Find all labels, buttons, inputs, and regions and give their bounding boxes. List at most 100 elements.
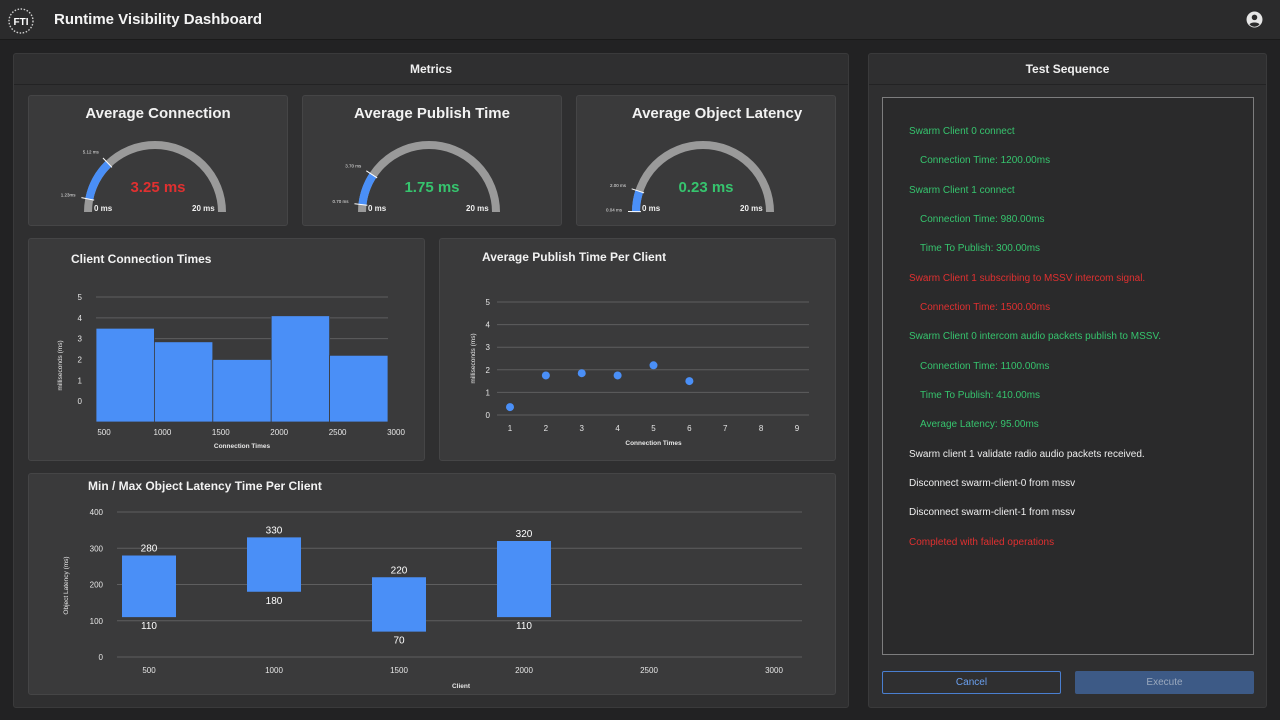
gauge-min-label: 0 ms bbox=[94, 204, 113, 213]
gauge-band-end-tick bbox=[631, 188, 645, 194]
log-line: Swarm Client 0 connect bbox=[909, 126, 1015, 137]
y-tick-label: 4 bbox=[78, 314, 83, 323]
top-bar: FTI Runtime Visibility Dashboard bbox=[0, 0, 1280, 40]
min-max-latency-card: Min / Max Object Latency Time Per Client… bbox=[28, 473, 836, 695]
gauge-title: Average Publish Time bbox=[354, 105, 510, 122]
gauge-title: Average Connection bbox=[85, 105, 231, 122]
y-tick-label: 3 bbox=[486, 343, 491, 352]
x-tick-label: 500 bbox=[142, 666, 156, 675]
y-tick-label: 2 bbox=[486, 366, 491, 375]
gauge-value: 3.25 ms bbox=[130, 179, 186, 196]
average-publish-time-chart: 0 1 2 3 4 5 1 2 3 4 5 6 7 8 9 Connection Times milliseco… bbox=[470, 298, 809, 447]
gauge-title: Average Object Latency bbox=[631, 105, 803, 122]
x-tick-label: 8 bbox=[759, 424, 764, 433]
gauge-card-average-object-latency: Average Object Latency 0.04 ms 2.00 ms 0.… bbox=[576, 95, 836, 226]
y-tick-label: 0 bbox=[486, 411, 491, 420]
latency-range-bar bbox=[372, 577, 426, 632]
x-axis-label: Client bbox=[452, 683, 471, 690]
x-tick-label: 2500 bbox=[640, 666, 658, 675]
cancel-button[interactable]: Cancel bbox=[882, 671, 1061, 694]
y-tick-label: 4 bbox=[486, 321, 491, 330]
log-line: Time To Publish: 300.00ms bbox=[920, 243, 1041, 254]
histogram-bar bbox=[95, 327, 155, 423]
chart-title: Average Publish Time Per Client bbox=[482, 250, 667, 264]
x-tick-label: 9 bbox=[795, 424, 800, 433]
y-tick-label: 300 bbox=[90, 544, 104, 553]
x-tick-label: 2000 bbox=[515, 666, 533, 675]
log-line: Swarm Client 1 subscribing to MSSV inter… bbox=[909, 273, 1146, 284]
max-value-label: 330 bbox=[266, 525, 283, 536]
log-line: Connection Time: 1200.00ms bbox=[920, 155, 1051, 166]
scatter-point bbox=[541, 371, 550, 380]
gauge-card-average-connection: Average Connection 1.23ms 5.12 ms 3.25 ms… bbox=[28, 95, 288, 226]
log-line: Swarm Client 1 connect bbox=[909, 185, 1015, 196]
max-value-label: 280 bbox=[141, 544, 158, 555]
latency-range-bar bbox=[247, 537, 301, 592]
log-line: Disconnect swarm-client-1 from mssv bbox=[909, 507, 1076, 518]
x-tick-label: 7 bbox=[723, 424, 728, 433]
gauge-band-end-label: 3.70 ms bbox=[345, 164, 362, 169]
y-tick-label: 5 bbox=[486, 298, 491, 307]
log-line: Average Latency: 95.00ms bbox=[920, 419, 1039, 430]
gauge-band-start-tick bbox=[81, 197, 95, 201]
gauge-min-label: 0 ms bbox=[642, 204, 661, 213]
x-tick-label: 1000 bbox=[265, 666, 283, 675]
gauge-max-label: 20 ms bbox=[740, 204, 763, 213]
min-max-latency-chart: 0 100 200 300 400 280 110 330 180 220 70 320 110 500 1… bbox=[63, 508, 802, 690]
y-axis-label: Object Latency (ms) bbox=[63, 556, 70, 614]
histogram-bar bbox=[212, 359, 272, 423]
gauge-band-start-label: 1.23ms bbox=[61, 192, 77, 197]
x-tick-label: 6 bbox=[687, 424, 692, 433]
gauge-band-end-label: 2.00 ms bbox=[610, 183, 627, 188]
min-value-label: 110 bbox=[516, 621, 532, 632]
account-icon[interactable] bbox=[1246, 11, 1263, 28]
y-tick-label: 1 bbox=[486, 388, 491, 397]
histogram-bar bbox=[329, 354, 389, 423]
x-tick-label: 3 bbox=[580, 424, 585, 433]
gauge-max-label: 20 ms bbox=[192, 204, 215, 213]
x-tick-label: 500 bbox=[97, 428, 111, 437]
metrics-panel: Metrics Average Connection 1.23ms 5.12 ms… bbox=[13, 53, 849, 708]
gauge-dial: 0.70 ms 3.70 ms bbox=[332, 141, 500, 213]
y-axis-label: milliseconds (ms) bbox=[470, 333, 477, 383]
histogram-bar bbox=[154, 341, 214, 423]
test-sequence-log: Swarm Client 0 connect Connection Time: … bbox=[882, 97, 1254, 655]
log-line: Completed with failed operations bbox=[909, 537, 1055, 548]
gauge-band-start-tick bbox=[354, 203, 368, 206]
metrics-title: Metrics bbox=[14, 54, 848, 85]
histogram-bar bbox=[270, 315, 330, 423]
x-tick-label: 3000 bbox=[765, 666, 783, 675]
gauge-track bbox=[632, 141, 774, 213]
y-tick-label: 1 bbox=[78, 376, 83, 385]
x-tick-label: 1 bbox=[508, 424, 513, 433]
chart-title: Min / Max Object Latency Time Per Client bbox=[88, 479, 322, 493]
scatter-point bbox=[506, 403, 514, 412]
chart-title: Client Connection Times bbox=[71, 252, 212, 266]
y-tick-label: 5 bbox=[78, 293, 83, 302]
y-tick-label: 200 bbox=[90, 581, 104, 590]
scatter-point bbox=[577, 369, 586, 378]
execute-button[interactable]: Execute bbox=[1075, 671, 1254, 694]
average-publish-time-card: Average Publish Time Per Client 0 1 2 3 4 5 1 2… bbox=[439, 238, 836, 461]
x-tick-label: 2500 bbox=[329, 428, 347, 437]
app-title: Runtime Visibility Dashboard bbox=[54, 11, 263, 28]
client-connection-times-chart: 0 1 2 3 4 5 500 1000 1500 2000 2500 3000 Connection … bbox=[57, 293, 405, 450]
test-sequence-title: Test Sequence bbox=[869, 54, 1266, 85]
log-line: Connection Time: 980.00ms bbox=[920, 214, 1045, 225]
scatter-point bbox=[613, 371, 622, 380]
test-sequence-panel: Test Sequence Swarm Client 0 connect Con… bbox=[868, 53, 1267, 708]
log-line: Connection Time: 1500.00ms bbox=[920, 302, 1051, 313]
client-connection-times-card: Client Connection Times 0 1 2 3 4 5 500 1000 150… bbox=[28, 238, 425, 461]
gauge-dial: 0.04 ms 2.00 ms bbox=[606, 141, 774, 213]
min-value-label: 110 bbox=[141, 621, 157, 632]
y-axis-label: milliseconds (ms) bbox=[57, 340, 64, 390]
y-tick-label: 400 bbox=[90, 508, 104, 517]
gauge-card-average-publish-time: Average Publish Time 0.70 ms 3.70 ms 1.75… bbox=[302, 95, 562, 226]
y-tick-label: 2 bbox=[78, 356, 83, 365]
y-tick-label: 100 bbox=[90, 617, 104, 626]
gauge-band-end-tick bbox=[366, 170, 378, 179]
x-tick-label: 4 bbox=[615, 424, 620, 433]
gauge-dial: 1.23ms 5.12 ms bbox=[61, 141, 226, 213]
log-line: Disconnect swarm-client-0 from mssv bbox=[909, 478, 1076, 489]
x-tick-label: 2 bbox=[544, 424, 549, 433]
